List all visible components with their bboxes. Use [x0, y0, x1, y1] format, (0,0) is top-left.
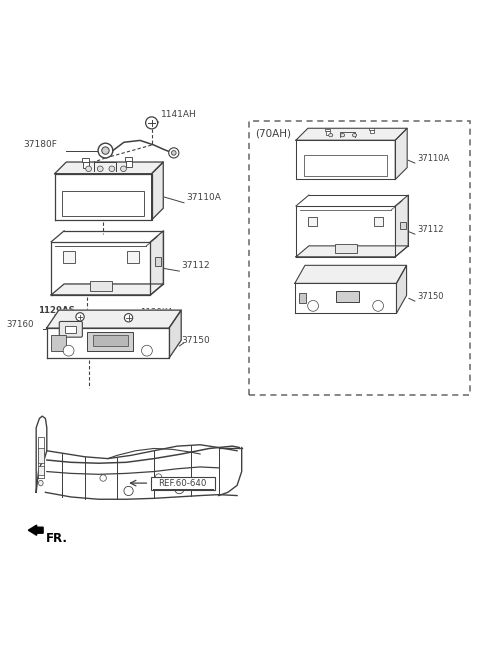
- Circle shape: [142, 345, 152, 356]
- Text: 37150: 37150: [181, 336, 210, 345]
- Ellipse shape: [109, 166, 115, 172]
- FancyArrow shape: [28, 525, 43, 535]
- Polygon shape: [47, 310, 181, 328]
- Bar: [249, 121, 470, 396]
- Circle shape: [372, 300, 384, 311]
- Ellipse shape: [340, 134, 345, 137]
- Polygon shape: [152, 162, 163, 220]
- Polygon shape: [55, 174, 152, 220]
- Polygon shape: [396, 265, 407, 314]
- Bar: [369, 128, 374, 130]
- Bar: [126, 161, 132, 167]
- Bar: [400, 222, 406, 229]
- Circle shape: [169, 148, 179, 158]
- Circle shape: [308, 300, 319, 311]
- Circle shape: [102, 147, 109, 155]
- Circle shape: [124, 314, 132, 322]
- FancyBboxPatch shape: [151, 477, 215, 490]
- Circle shape: [63, 345, 74, 356]
- Bar: [38, 466, 44, 476]
- Bar: [65, 326, 76, 333]
- Ellipse shape: [352, 134, 357, 137]
- Ellipse shape: [38, 480, 43, 486]
- Bar: [299, 294, 306, 303]
- Bar: [93, 335, 128, 346]
- Text: 37112: 37112: [417, 225, 444, 234]
- Bar: [62, 190, 144, 216]
- Circle shape: [156, 474, 162, 480]
- Bar: [336, 291, 359, 302]
- Text: 37160: 37160: [6, 320, 34, 328]
- Text: 37112: 37112: [181, 261, 210, 270]
- Polygon shape: [296, 140, 395, 179]
- Bar: [90, 281, 112, 290]
- Bar: [63, 251, 75, 263]
- Polygon shape: [395, 195, 408, 257]
- Circle shape: [171, 151, 176, 155]
- Text: 1129AS: 1129AS: [38, 306, 75, 315]
- Polygon shape: [51, 284, 163, 295]
- Text: 37180F: 37180F: [23, 141, 57, 149]
- Text: 1129KA: 1129KA: [140, 308, 173, 316]
- Circle shape: [124, 486, 133, 496]
- Bar: [308, 217, 317, 226]
- Bar: [87, 332, 133, 351]
- Circle shape: [98, 143, 113, 158]
- Polygon shape: [36, 416, 47, 492]
- Ellipse shape: [329, 134, 333, 137]
- Text: (70AH): (70AH): [255, 129, 291, 139]
- Bar: [125, 157, 132, 161]
- Polygon shape: [51, 242, 151, 295]
- Text: 37110A: 37110A: [186, 193, 221, 202]
- Polygon shape: [169, 310, 181, 358]
- Text: FR.: FR.: [46, 532, 67, 545]
- Ellipse shape: [120, 166, 126, 172]
- Text: 1141AH: 1141AH: [161, 110, 197, 119]
- FancyBboxPatch shape: [59, 322, 83, 337]
- Bar: [38, 448, 44, 464]
- Polygon shape: [151, 231, 163, 295]
- Polygon shape: [55, 162, 163, 174]
- Bar: [325, 129, 330, 131]
- Text: 37150: 37150: [417, 292, 444, 301]
- Circle shape: [100, 475, 107, 482]
- Bar: [325, 131, 330, 135]
- Polygon shape: [295, 265, 407, 283]
- Bar: [304, 155, 387, 176]
- Bar: [83, 159, 89, 163]
- Ellipse shape: [86, 166, 92, 172]
- Bar: [127, 251, 139, 263]
- Bar: [370, 130, 374, 133]
- Polygon shape: [296, 246, 408, 257]
- Polygon shape: [295, 283, 396, 314]
- Circle shape: [175, 484, 184, 494]
- Polygon shape: [395, 129, 407, 179]
- Bar: [51, 335, 66, 352]
- Bar: [374, 217, 384, 226]
- Bar: [335, 244, 357, 252]
- Ellipse shape: [97, 166, 103, 172]
- Polygon shape: [47, 328, 169, 358]
- Circle shape: [76, 312, 84, 321]
- Text: REF.60-640: REF.60-640: [158, 479, 207, 488]
- Bar: [155, 257, 161, 266]
- Polygon shape: [296, 206, 395, 257]
- Polygon shape: [296, 129, 407, 140]
- Bar: [83, 163, 89, 168]
- Text: 37110A: 37110A: [417, 154, 449, 163]
- Circle shape: [145, 117, 157, 129]
